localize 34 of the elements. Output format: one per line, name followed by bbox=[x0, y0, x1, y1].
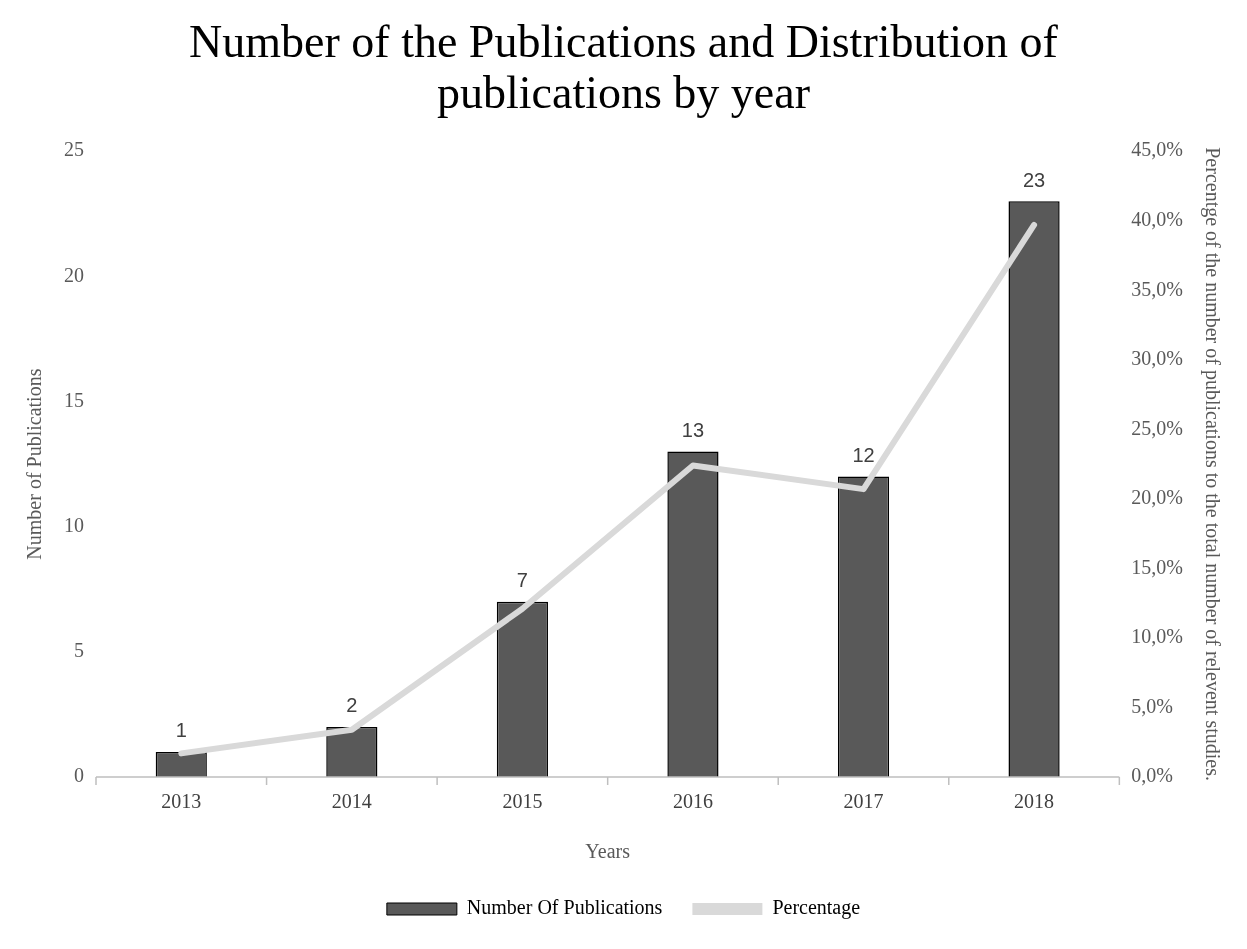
x-axis-title: Years bbox=[585, 840, 631, 863]
chart-title: Number of the Publications and Distribution of publications by year bbox=[189, 16, 1059, 118]
data-label: 12 bbox=[852, 444, 875, 467]
y-tick-label: 15 bbox=[64, 388, 84, 411]
x-tick-label: 2016 bbox=[672, 790, 713, 813]
x-tick-label: 2013 bbox=[161, 790, 202, 813]
y2-axis-title: Percentge of the number of publications to the total number of relevent studies. bbox=[1200, 147, 1224, 781]
x-tick-label: 2014 bbox=[331, 790, 372, 813]
y-tick-label: 25 bbox=[64, 138, 84, 161]
data-label: 1 bbox=[175, 719, 187, 742]
data-label: 7 bbox=[516, 569, 528, 592]
y2-tick-label: 40,0% bbox=[1131, 207, 1184, 230]
x-tick-label: 2017 bbox=[843, 790, 884, 813]
y2-tick-label: 25,0% bbox=[1131, 416, 1184, 439]
y-tick-label: 20 bbox=[64, 263, 84, 286]
legend-label: Number Of Publications bbox=[466, 896, 663, 919]
y-tick-label: 10 bbox=[64, 513, 84, 536]
x-tick-label: 2018 bbox=[1014, 790, 1055, 813]
data-label: 23 bbox=[1022, 168, 1046, 191]
y-tick-label: 5 bbox=[74, 639, 84, 662]
data-label: 2 bbox=[346, 694, 358, 717]
y2-tick-label: 45,0% bbox=[1131, 138, 1184, 161]
y-axis-title: Number of Publications bbox=[23, 368, 46, 560]
y2-tick-label: 15,0% bbox=[1131, 555, 1184, 578]
y2-tick-label: 5,0% bbox=[1131, 694, 1174, 717]
y2-tick-label: 20,0% bbox=[1131, 486, 1184, 509]
legend-label: Percentage bbox=[772, 896, 861, 920]
y2-tick-label: 35,0% bbox=[1131, 277, 1184, 300]
data-label: 13 bbox=[681, 419, 705, 442]
y2-tick-label: 10,0% bbox=[1131, 625, 1184, 648]
y-tick-label: 0 bbox=[74, 764, 84, 787]
x-tick-label: 2015 bbox=[502, 790, 543, 813]
y2-tick-label: 0,0% bbox=[1131, 764, 1174, 787]
y2-tick-label: 30,0% bbox=[1131, 347, 1184, 370]
